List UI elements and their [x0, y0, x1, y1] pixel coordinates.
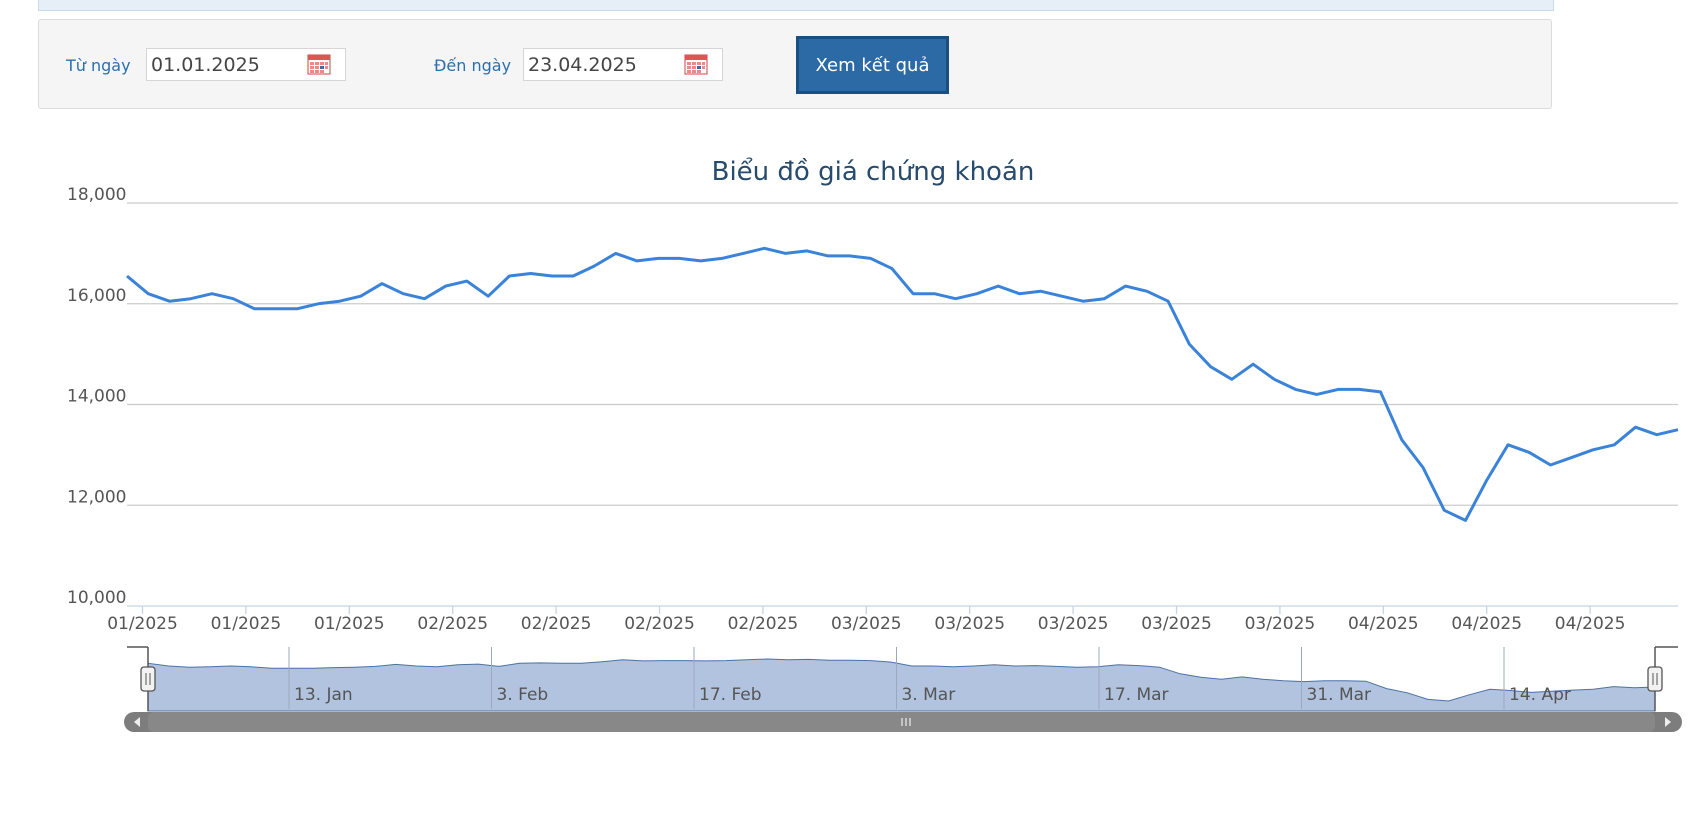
x-tick-label: 03/2025	[934, 614, 1005, 634]
y-tick-label: 16,000	[67, 286, 126, 306]
navigator-handle[interactable]	[140, 666, 156, 692]
y-tick-label: 12,000	[67, 487, 126, 507]
x-tick-label: 01/2025	[107, 614, 178, 634]
x-tick-label: 02/2025	[624, 614, 695, 634]
navigator-label: 31. Mar	[1307, 685, 1372, 705]
navigator-handle[interactable]	[1647, 666, 1663, 692]
from-date-input[interactable]	[151, 53, 301, 77]
y-tick-label: 10,000	[67, 588, 126, 608]
calendar-icon[interactable]	[307, 53, 331, 75]
calendar-icon[interactable]	[684, 53, 708, 75]
navigator-label: 13. Jan	[294, 685, 353, 705]
scroll-right-arrow-icon[interactable]	[1665, 717, 1671, 727]
navigator-area	[147, 658, 1656, 712]
x-tick-label: 04/2025	[1348, 614, 1419, 634]
x-tick-label: 03/2025	[1038, 614, 1109, 634]
from-date-label: Từ ngày	[66, 56, 131, 75]
x-tick-label: 03/2025	[1245, 614, 1316, 634]
x-tick-label: 02/2025	[728, 614, 799, 634]
view-results-button[interactable]: Xem kết quả	[796, 36, 949, 94]
navigator-label: 17. Feb	[699, 685, 762, 705]
stock-price-chart: Biểu đồ giá chứng khoán 10,000 12,000 14,0…	[67, 156, 1682, 732]
date-filter-panel: Từ ngày Đến ngày Xem kết quả	[38, 19, 1552, 109]
y-tick-label: 18,000	[67, 185, 126, 205]
x-tick-label: 04/2025	[1555, 614, 1626, 634]
from-date-field[interactable]	[146, 48, 346, 81]
x-tick-label: 02/2025	[521, 614, 592, 634]
x-tick-label: 04/2025	[1451, 614, 1522, 634]
x-tick-label: 01/2025	[211, 614, 282, 634]
chart-title: Biểu đồ giá chứng khoán	[712, 156, 1035, 187]
navigator-label: 3. Feb	[497, 685, 549, 705]
to-date-label: Đến ngày	[434, 56, 512, 75]
navigator-label: 17. Mar	[1104, 685, 1169, 705]
x-tick-label: 03/2025	[831, 614, 902, 634]
navigator-label: 14. Apr	[1509, 685, 1571, 705]
scroll-left-arrow-icon[interactable]	[134, 717, 140, 727]
y-tick-label: 14,000	[67, 387, 126, 407]
x-tick-label: 02/2025	[417, 614, 488, 634]
top-info-bar	[38, 0, 1554, 11]
price-series-line	[126, 246, 1679, 522]
navigator[interactable]: 13. Jan 3. Feb 17. Feb 3. Mar 17. Mar 31. Mar…	[124, 646, 1682, 732]
to-date-field[interactable]	[523, 48, 723, 81]
x-tick-label: 03/2025	[1141, 614, 1212, 634]
x-tick-label: 01/2025	[314, 614, 385, 634]
to-date-input[interactable]	[528, 53, 678, 77]
navigator-label: 3. Mar	[902, 685, 956, 705]
